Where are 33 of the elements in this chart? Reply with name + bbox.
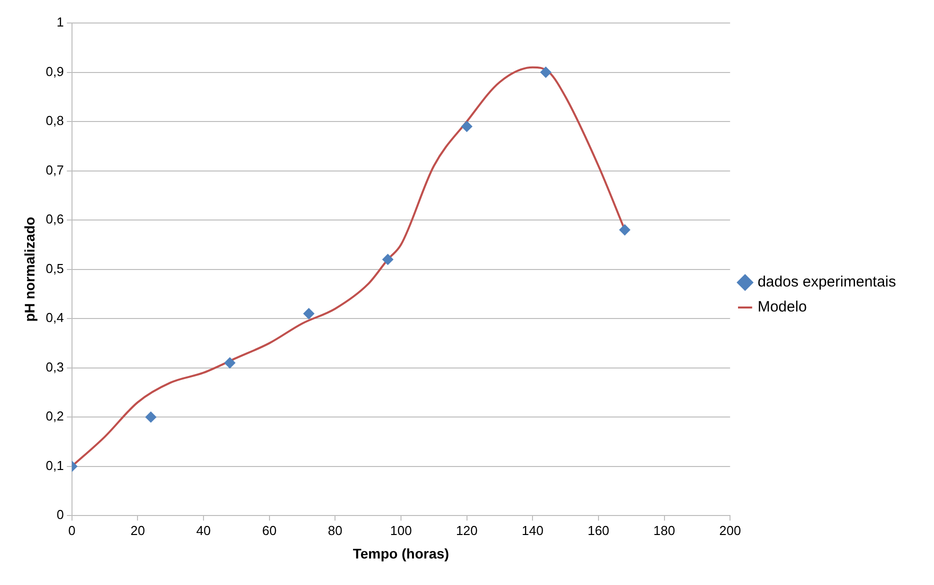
x-tick-label: 20: [130, 522, 145, 538]
x-tick-label: 200: [719, 522, 741, 538]
x-tick-label: 180: [653, 522, 676, 538]
y-tick-label: 0,4: [46, 310, 64, 326]
y-tick-label: 0,9: [46, 64, 64, 79]
point: [382, 254, 394, 265]
x-tick-label: 120: [456, 522, 478, 538]
y-tick-label: 0,1: [46, 458, 64, 473]
legend-label: dados experimentais: [758, 274, 896, 291]
y-tick-label: 1: [56, 14, 64, 30]
y-axis-title: pH normalizado: [21, 216, 38, 322]
y-tick-label: 0,3: [46, 359, 64, 374]
y-tick-label: 0,6: [46, 212, 64, 227]
x-axis-title: Tempo (horas): [352, 545, 450, 562]
y-tick-label: 0,2: [46, 408, 64, 424]
point: [145, 412, 156, 423]
point: [619, 224, 630, 236]
legend-label: Modelo: [758, 298, 807, 316]
point: [461, 120, 472, 132]
x-tick-label: 0: [68, 522, 76, 538]
y-tick-label: 0,8: [46, 113, 64, 128]
x-tick-label: 100: [390, 522, 412, 538]
x-tick-label: 80: [328, 522, 342, 538]
x-tick-label: 140: [522, 522, 544, 538]
y-tick-label: 0,5: [46, 260, 64, 276]
point: [303, 308, 314, 320]
point: [540, 66, 552, 78]
y-tick-label: 0: [56, 507, 64, 522]
y-tick-label: 0,7: [46, 162, 64, 178]
x-tick-label: 160: [588, 522, 610, 538]
x-tick-label: 40: [196, 522, 211, 538]
point: [224, 357, 236, 368]
x-tick-label: 60: [262, 522, 277, 538]
